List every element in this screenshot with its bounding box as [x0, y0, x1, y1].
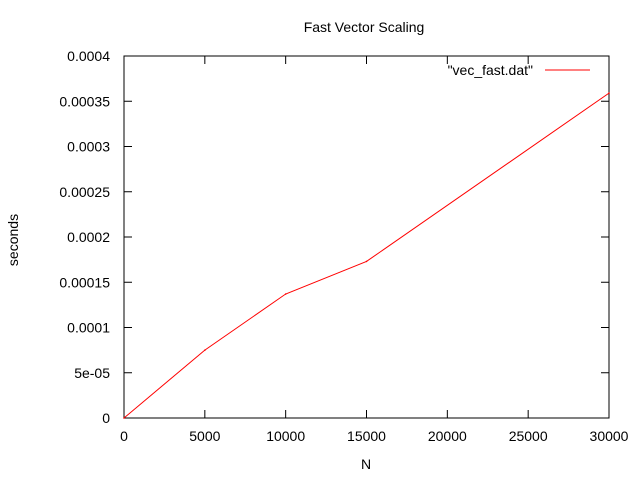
- data-point: [123, 417, 125, 419]
- plot-frame: [123, 55, 610, 419]
- x-tick-label: 25000: [509, 428, 548, 444]
- y-tick-label: 0.0002: [67, 229, 110, 245]
- legend: "vec_fast.dat": [448, 62, 590, 78]
- x-tick-label: 15000: [347, 428, 386, 444]
- data-point: [204, 349, 206, 351]
- legend-label: "vec_fast.dat": [448, 62, 533, 78]
- data-point: [284, 293, 287, 295]
- x-tick-label: 0: [120, 428, 128, 444]
- x-tick-label: 5000: [189, 428, 220, 444]
- y-tick-label: 0: [102, 410, 110, 426]
- x-tick-label: 30000: [590, 428, 629, 444]
- y-tick-label: 0.0003: [67, 139, 110, 155]
- y-axis-label: seconds: [5, 214, 21, 266]
- data-point: [365, 260, 368, 263]
- x-tick-label: 10000: [266, 428, 305, 444]
- y-tick-label: 0.00025: [59, 184, 110, 200]
- x-axis-ticks: 0 5000 10000 15000 20000 25000 30000: [120, 56, 629, 444]
- data-point: [608, 92, 610, 94]
- y-axis-ticks: 0 5e-05 0.0001 0.00015 0.0002 0.00025 0.0003 0.…: [59, 48, 609, 426]
- y-tick-label: 5e-05: [74, 365, 110, 381]
- x-axis-label: N: [361, 456, 371, 472]
- y-tick-label: 0.0001: [67, 320, 110, 336]
- y-tick-label: 0.0004: [67, 48, 110, 64]
- y-tick-label: 0.00015: [59, 274, 110, 290]
- x-tick-label: 20000: [428, 428, 467, 444]
- y-tick-label: 0.00035: [59, 93, 110, 109]
- series-lines: [123, 92, 610, 419]
- series-line: [123, 92, 610, 419]
- chart-title: Fast Vector Scaling: [304, 19, 425, 35]
